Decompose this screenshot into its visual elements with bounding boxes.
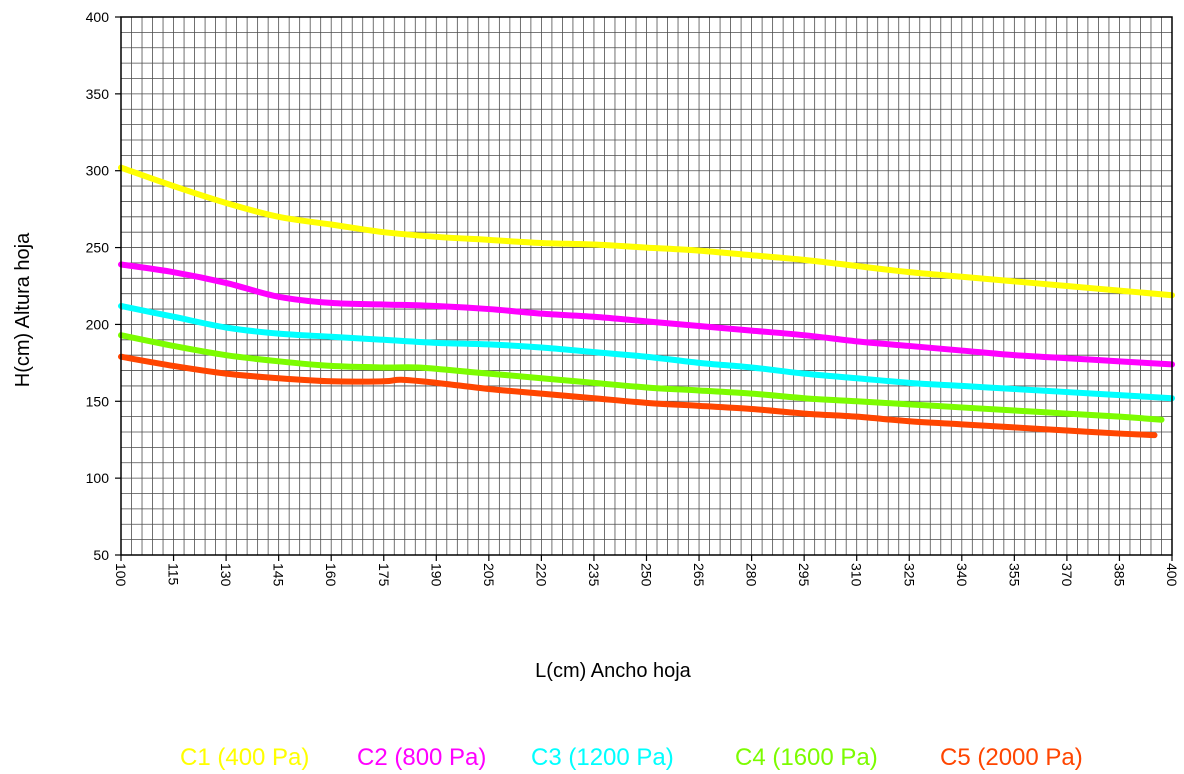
series-line-c5 [118,353,1158,439]
x-tick-label: 115 [166,563,182,586]
series-line-c1 [118,164,1175,299]
grid [121,17,1172,555]
y-tick-label: 100 [86,470,110,486]
y-tick-label: 200 [86,316,110,332]
x-tick-label: 295 [796,563,812,587]
y-tick-label: 150 [86,393,110,409]
x-tick-label: 400 [1164,563,1180,587]
x-tick-label: 385 [1111,563,1127,587]
y-tick-label: 50 [93,547,109,563]
x-tick-label: 190 [428,563,444,587]
series-line-c4 [118,332,1165,423]
y-tick-label: 250 [86,240,110,256]
x-tick-label: 265 [691,563,707,587]
x-tick-label: 355 [1006,563,1022,587]
legend-item-c1: C1 (400 Pa) [180,744,310,771]
legend-item-c2: C2 (800 Pa) [357,744,487,771]
y-axis-ticks: 50 100 150 200 250 300 350 400 [86,9,121,563]
legend-item-c5: C5 (2000 Pa) [940,744,1083,771]
x-tick-label: 370 [1059,563,1075,587]
x-tick-label: 220 [533,563,549,587]
x-tick-label: 310 [849,563,865,587]
series-lines [118,164,1175,439]
x-tick-label: 100 [113,563,129,587]
x-tick-label: 235 [586,563,602,587]
x-tick-label: 175 [376,563,392,587]
x-tick-label: 280 [744,563,760,587]
x-tick-label: 205 [481,563,497,587]
y-tick-label: 400 [86,9,110,25]
legend-item-c4: C4 (1600 Pa) [735,744,878,771]
series-line-c2 [118,261,1175,368]
x-tick-label: 145 [271,563,287,587]
x-tick-label: 160 [323,563,339,587]
x-tick-label: 340 [954,563,970,587]
x-tick-label: 130 [218,563,234,587]
y-axis-title: H(cm) Altura hoja [12,232,34,387]
x-axis-title: L(cm) Ancho hoja [535,660,692,682]
x-axis-ticks: 100 115 130 145 160 175 190 205 220 235 250 265 280 2… [113,555,1180,587]
x-tick-label: 325 [901,563,917,587]
series-line-c3 [118,302,1175,402]
y-tick-label: 350 [86,86,110,102]
y-tick-label: 300 [86,163,110,179]
x-tick-label: 250 [639,563,655,587]
legend-item-c3: C3 (1200 Pa) [531,744,674,771]
legend: C1 (400 Pa) C2 (800 Pa) C3 (1200 Pa) C4 (16… [0,742,1184,774]
